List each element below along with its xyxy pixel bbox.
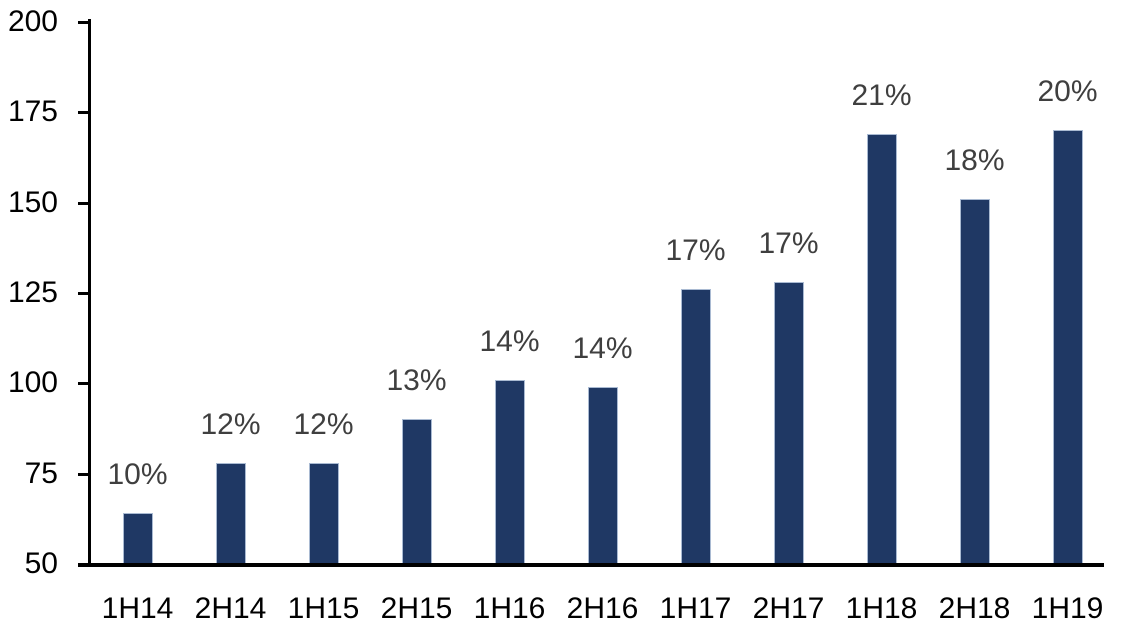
bar-value-label: 20%	[1037, 75, 1098, 109]
bar-value-label: 10%	[107, 458, 168, 492]
bar-2H16	[587, 386, 618, 563]
x-axis-tick-label: 1H19	[1031, 592, 1104, 625]
bar-1H18	[866, 134, 897, 563]
y-axis-tick-mark	[78, 111, 91, 115]
x-axis-tick-label: 2H16	[566, 592, 639, 625]
bar-1H17	[680, 289, 711, 563]
bar-value-label: 12%	[293, 407, 354, 441]
x-axis-tick-label: 2H14	[194, 592, 267, 625]
bar-2H18	[959, 199, 990, 563]
x-axis-tick-label: 2H15	[380, 592, 453, 625]
bar-value-label: 17%	[758, 227, 819, 261]
y-axis-tick-label: 75	[24, 456, 58, 490]
x-axis-tick-label: 2H17	[752, 592, 825, 625]
bar-value-label: 17%	[665, 234, 726, 268]
y-axis-tick-mark	[78, 382, 91, 386]
x-axis-tick-label: 1H16	[473, 592, 546, 625]
bar-2H15	[401, 419, 432, 563]
bar-value-label: 18%	[944, 144, 1005, 178]
bar-2H17	[773, 282, 804, 563]
x-axis-tick-label: 1H18	[845, 592, 918, 625]
bar-1H14	[122, 513, 153, 563]
y-axis-tick-mark	[78, 472, 91, 476]
y-axis-tick-label: 200	[7, 5, 58, 38]
x-axis-tick-label: 1H15	[287, 592, 360, 625]
y-axis-tick-mark	[78, 201, 91, 205]
bar-value-label: 21%	[851, 79, 912, 112]
x-axis-tick-label: 2H18	[938, 592, 1011, 625]
x-axis-line	[78, 563, 1104, 567]
x-axis-tick-label: 1H14	[101, 592, 174, 625]
bar-value-label: 13%	[386, 364, 447, 398]
bar-1H19	[1052, 130, 1083, 563]
y-axis-tick-label: 125	[7, 276, 58, 309]
y-axis-tick-mark	[78, 21, 91, 24]
bar-value-label: 12%	[200, 407, 261, 441]
bar-1H16	[494, 379, 525, 563]
y-axis-tick-label: 150	[7, 185, 58, 219]
bar-2H14	[215, 462, 246, 563]
y-axis-tick-mark	[78, 292, 91, 295]
bar-1H15	[308, 462, 339, 563]
x-axis-tick-label: 1H17	[659, 592, 732, 625]
bar-value-label: 14%	[479, 324, 540, 358]
y-axis-tick-label: 50	[24, 547, 58, 580]
y-axis-tick-label: 100	[7, 366, 58, 400]
y-axis-line	[88, 19, 91, 567]
bar-value-label: 14%	[572, 331, 633, 365]
y-axis-tick-label: 175	[7, 95, 58, 129]
